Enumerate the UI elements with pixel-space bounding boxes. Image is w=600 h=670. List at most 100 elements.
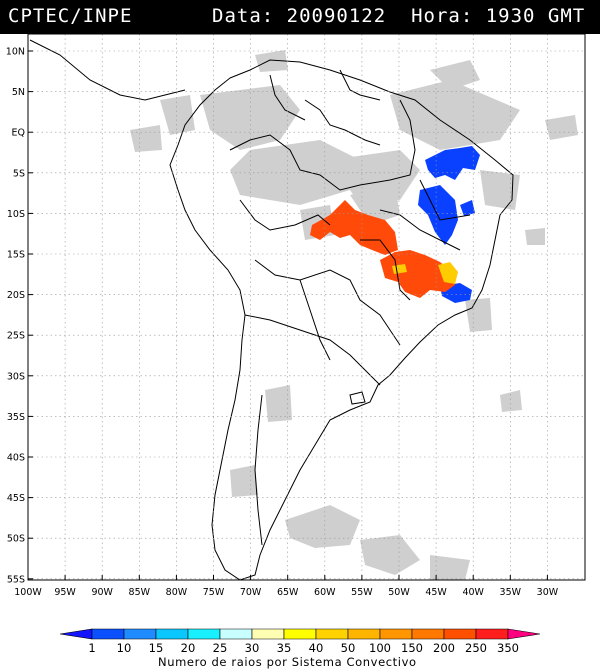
country-border — [254, 394, 263, 546]
legend-swatch — [379, 628, 413, 640]
legend-swatch — [155, 628, 189, 640]
lon-label: 30W — [537, 587, 559, 598]
country-border — [299, 279, 331, 361]
lon-label: 95W — [54, 587, 76, 598]
legend-tick-label: 1 — [88, 641, 95, 655]
cloud-patch — [430, 555, 470, 580]
country-border — [269, 74, 306, 121]
lon-label: 45W — [425, 587, 447, 598]
title-bar: CPTEC/INPE Data: 20090122 Hora: 1930 GMT — [0, 0, 600, 34]
cloud-patch — [430, 60, 480, 90]
cloud-patch — [480, 170, 520, 210]
lon-label: 90W — [91, 587, 113, 598]
orange-cell-cluster — [310, 200, 398, 255]
legend-tick-label: 200 — [433, 641, 455, 655]
brazil-state-border — [360, 239, 411, 301]
lon-label: 60W — [314, 587, 336, 598]
lat-label: 20S — [7, 290, 25, 301]
legend-tick-label: 30 — [245, 641, 260, 655]
lat-label: 25S — [7, 331, 25, 342]
lat-label: 55S — [7, 574, 25, 585]
cloud-patch — [525, 228, 545, 245]
cloud-patch — [465, 298, 492, 332]
cloud-patch — [265, 385, 292, 422]
country-border — [229, 99, 416, 191]
legend-swatch — [347, 628, 381, 640]
convective-cells — [310, 146, 480, 303]
time-prefix: Hora: — [411, 5, 474, 27]
cloud-patch — [200, 85, 300, 150]
date-time-label: Data: 20090122 Hora: 1930 GMT — [212, 5, 585, 27]
lat-label: 10N — [6, 47, 25, 58]
cloud-patch — [285, 505, 360, 548]
legend-swatch — [315, 628, 349, 640]
blue-cell-cluster — [460, 200, 475, 216]
cloud-patch — [500, 390, 522, 412]
legend-tick-labels: 1 10 15 20 25 30 35 40 50 100 150 200 250 350 — [88, 641, 519, 655]
legend-swatch — [507, 628, 541, 640]
legend-swatch — [187, 628, 221, 640]
source-label: CPTEC/INPE — [8, 5, 133, 27]
lat-label: 35S — [7, 412, 25, 423]
date-prefix: Data: — [212, 5, 275, 27]
date-value: 20090122 — [286, 5, 387, 27]
cloud-patch — [390, 80, 520, 150]
cloud-patch — [255, 50, 288, 72]
lat-label: 10S — [7, 209, 25, 220]
legend-swatch — [443, 628, 477, 640]
map-area — [28, 34, 585, 580]
latitude-labels: 10N 5N EQ 5S 10S 15S 20S 25S 30S 35S 40S 45S 50S 55S — [6, 47, 25, 586]
lon-label: 85W — [129, 587, 151, 598]
lat-label: 5N — [12, 87, 25, 98]
legend-caption: Numero de raios por Sistema Convectivo — [158, 655, 417, 669]
legend-tick-label: 40 — [309, 641, 324, 655]
country-border — [254, 259, 401, 346]
legend-tick-label: 150 — [401, 641, 423, 655]
legend-swatch — [283, 628, 317, 640]
legend-tick-label: 100 — [369, 641, 391, 655]
falkland-islands — [349, 391, 366, 405]
country-border — [244, 314, 381, 386]
legend-tick-label: 20 — [181, 641, 196, 655]
south-america-coastline — [169, 59, 514, 580]
legend-swatch — [59, 628, 93, 640]
legend-swatch — [411, 628, 445, 640]
cloud-patch — [360, 535, 420, 575]
cloud-patch — [130, 125, 162, 152]
cloud-patch — [330, 150, 420, 205]
lat-label: 5S — [13, 168, 25, 179]
time-value: 1930 GMT — [485, 5, 586, 27]
legend-swatch — [123, 628, 157, 640]
lat-label: 15S — [7, 250, 25, 261]
legend-tick-label: 350 — [497, 641, 519, 655]
country-border — [239, 199, 331, 231]
lon-label: 100W — [14, 587, 42, 598]
lon-label: 75W — [203, 587, 225, 598]
lat-label: EQ — [12, 128, 25, 139]
legend-tick-label: 50 — [341, 641, 356, 655]
lat-label: 50S — [7, 534, 25, 545]
country-border — [339, 69, 381, 101]
legend-tick-label: 15 — [149, 641, 164, 655]
color-legend: 1 10 15 20 25 30 35 40 50 100 150 200 250 350 Numero … — [59, 628, 541, 669]
cloud-cover — [130, 50, 578, 580]
map-frame — [27, 33, 586, 581]
lon-label: 65W — [277, 587, 299, 598]
lon-label: 50W — [388, 587, 410, 598]
lon-label: 80W — [166, 587, 188, 598]
legend-tick-label: 250 — [465, 641, 487, 655]
longitude-labels: 100W 95W 90W 85W 80W 75W 70W 65W 60W 55W 50W 45W 40W… — [14, 587, 559, 598]
lat-lon-grid — [28, 34, 585, 580]
lon-label: 40W — [462, 587, 484, 598]
lon-label: 55W — [351, 587, 373, 598]
coastlines-and-borders — [29, 39, 514, 580]
lon-label: 70W — [240, 587, 262, 598]
cloud-patch — [350, 185, 400, 225]
lat-label: 30S — [7, 371, 25, 382]
legend-tick-label: 25 — [213, 641, 228, 655]
legend-swatch — [475, 628, 509, 640]
cloud-patch — [230, 465, 258, 497]
legend-colorbar — [59, 628, 541, 640]
blue-cell-cluster — [425, 146, 480, 180]
